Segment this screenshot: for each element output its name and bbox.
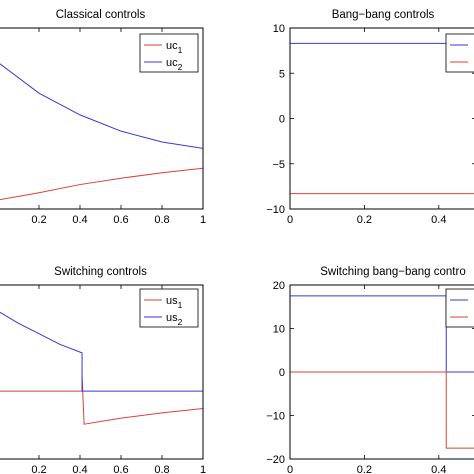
- axes-border: [0, 284, 204, 460]
- legend-label-base: uc: [166, 57, 178, 69]
- legend-box: [139, 33, 199, 73]
- legend-box: [445, 288, 474, 328]
- axes-border: [289, 284, 474, 460]
- chart-panel-2: Bang−bang controls 0 0.2 0.4 10 5 0 −5 −10: [266, 9, 474, 226]
- y-tick-label: −20: [266, 454, 285, 466]
- y-tick-label: 0: [279, 114, 285, 126]
- x-tick-label: 0: [287, 464, 293, 474]
- series-line-uc2: [0, 63, 203, 149]
- x-tick-label: 0.6: [113, 214, 128, 226]
- legend-label-subscript: 1: [178, 45, 183, 55]
- legend-label-base: uc: [166, 40, 178, 52]
- chart-title: Bang−bang controls: [332, 9, 435, 21]
- x-tick-label: 0.8: [154, 464, 169, 474]
- legend-label: uc2: [166, 57, 183, 72]
- y-tick-label: 5: [279, 68, 285, 80]
- x-tick-label: 1: [200, 214, 206, 226]
- axes-border: [289, 27, 474, 210]
- x-tick-label: 0.4: [72, 214, 87, 226]
- x-tick-label: 0.8: [154, 214, 169, 226]
- x-tick-label: 0: [287, 214, 293, 226]
- legend-label-subscript: 1: [178, 300, 183, 310]
- legend-label-subscript: 2: [178, 62, 183, 72]
- x-tick-label: 0.2: [357, 214, 372, 226]
- legend-label: uc1: [166, 40, 183, 55]
- x-tick-label: 0.2: [357, 464, 372, 474]
- legend-label-base: us: [166, 312, 178, 324]
- chart-title: Switching controls: [54, 266, 147, 278]
- legend-box: [445, 33, 474, 73]
- x-tick-label: 0.4: [431, 464, 446, 474]
- legend-label: us2: [166, 312, 183, 327]
- x-tick-label: 1: [200, 464, 206, 474]
- legend-label-subscript: 2: [178, 317, 183, 327]
- y-tick-label: 20: [273, 280, 285, 292]
- series-line-us2: [0, 311, 203, 392]
- series-line-uc1: [0, 167, 203, 201]
- x-tick-label: 0.4: [431, 214, 446, 226]
- legend: [445, 288, 474, 328]
- legend-label: us1: [166, 295, 183, 310]
- legend: [445, 33, 474, 73]
- x-tick-label: 0.2: [31, 464, 46, 474]
- y-tick-label: −10: [266, 204, 285, 216]
- series-line-series-1: [290, 295, 474, 373]
- x-tick-label: 0.6: [113, 464, 128, 474]
- chart-title: Classical controls: [56, 9, 146, 21]
- y-tick-label: 10: [273, 324, 285, 336]
- legend-label-base: us: [166, 295, 178, 307]
- chart-panel-4: Switching bang−bang contro 0 0.2 0.4 20 10 0 −1…: [266, 266, 474, 474]
- x-tick-label: 0.2: [31, 214, 46, 226]
- axes-border: [0, 27, 204, 210]
- y-tick-label: −10: [266, 411, 285, 423]
- x-tick-label: 0.4: [72, 464, 87, 474]
- y-tick-label: 10: [273, 23, 285, 35]
- y-tick-label: −5: [272, 159, 285, 171]
- chart-title: Switching bang−bang contro: [320, 266, 465, 278]
- legend-box: [139, 288, 199, 328]
- y-tick-label: 0: [279, 367, 285, 379]
- series-line-series-2: [290, 371, 474, 449]
